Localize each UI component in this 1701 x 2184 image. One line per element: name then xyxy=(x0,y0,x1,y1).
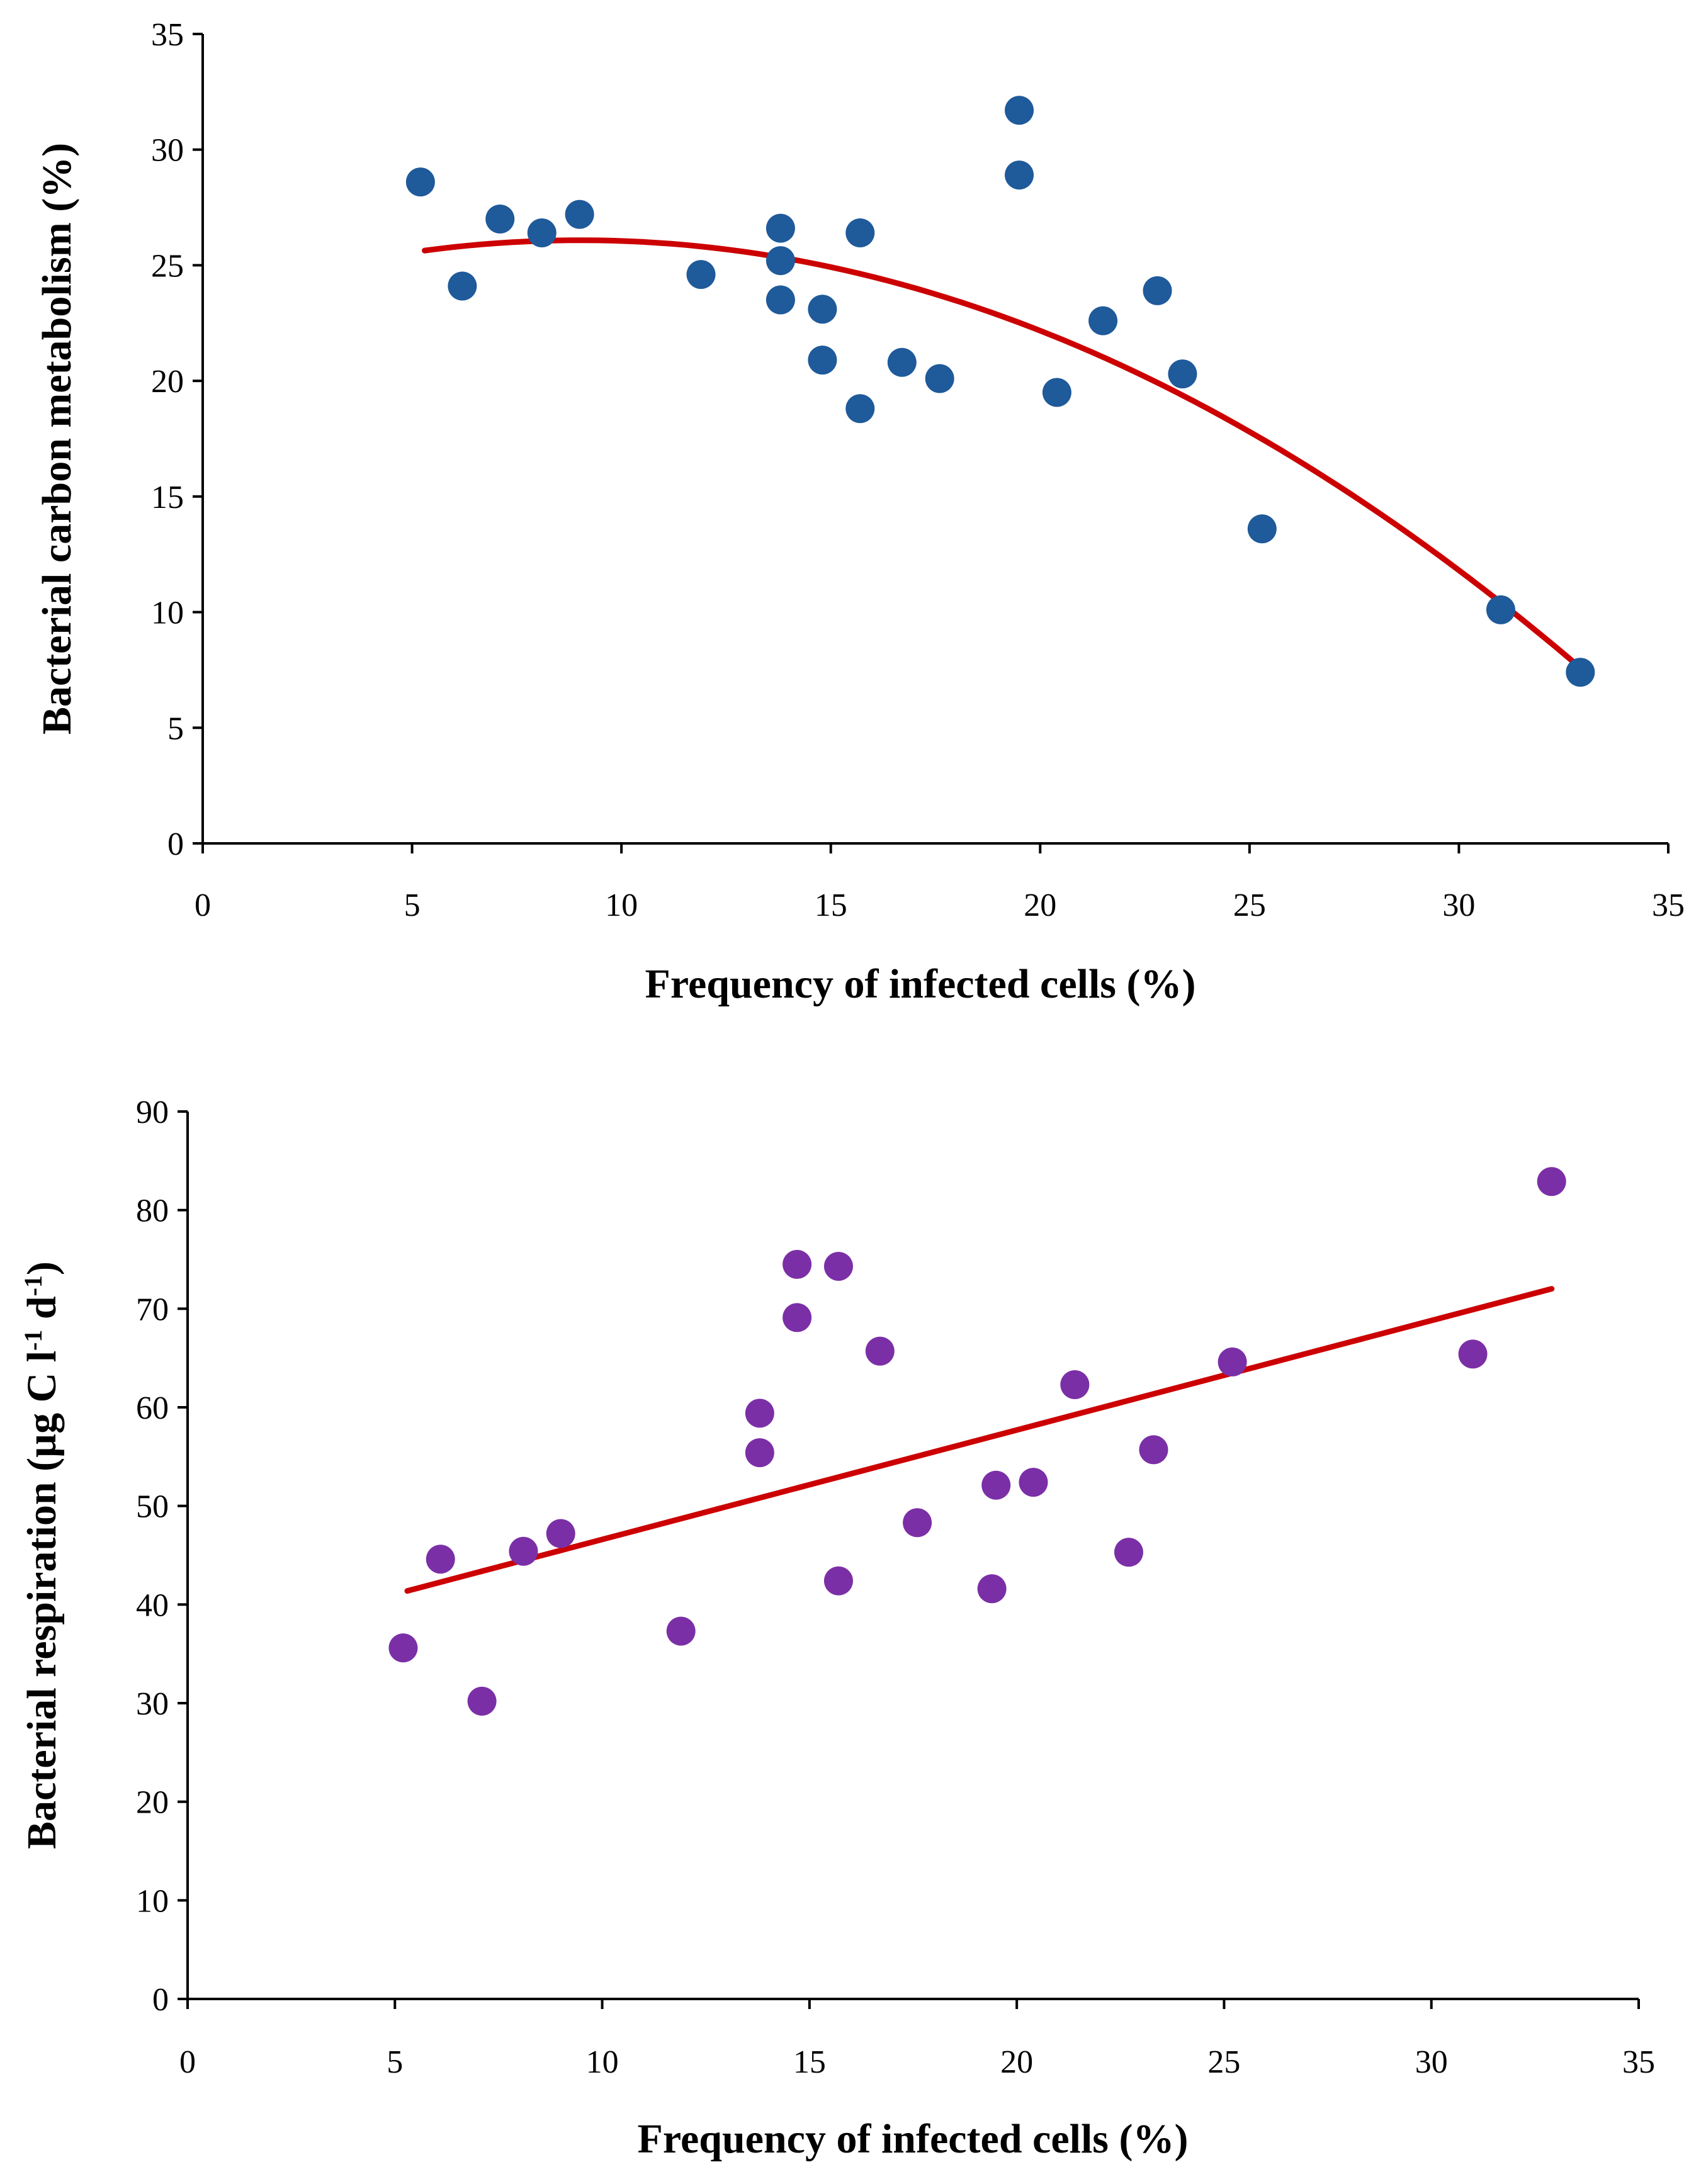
respiration-data-point xyxy=(745,1399,774,1428)
carbon-y-tick-label: 0 xyxy=(167,826,184,862)
carbon-data-point xyxy=(1042,378,1071,407)
respiration-data-point xyxy=(426,1545,455,1574)
carbon-y-tick-label: 10 xyxy=(151,595,184,631)
respiration-data-point xyxy=(467,1686,497,1716)
carbon-data-point xyxy=(766,213,795,243)
carbon-data-point xyxy=(1088,306,1118,335)
respiration-data-point xyxy=(1537,1167,1566,1196)
respiration-y-tick-label: 20 xyxy=(136,1785,169,1821)
carbon-y-tick-label: 15 xyxy=(151,480,184,515)
respiration-y-tick-label: 50 xyxy=(136,1489,169,1525)
respiration-data-point xyxy=(388,1633,418,1663)
carbon-x-axis-title: Frequency of infected cells (%) xyxy=(645,961,1196,1007)
carbon-data-point xyxy=(686,260,716,290)
respiration-ylabel-sup1: -1 xyxy=(19,1330,47,1351)
respiration-y-tick-label: 10 xyxy=(136,1883,169,1919)
respiration-y-axis-title: Bacterial respiration (µg C l-1 d-1) xyxy=(19,1261,65,1849)
carbon-data-point xyxy=(887,347,917,377)
respiration-y-tick-label: 70 xyxy=(136,1292,169,1327)
carbon-data-point xyxy=(448,271,477,301)
carbon-trend-line xyxy=(422,237,1588,675)
respiration-x-axis-title: Frequency of infected cells (%) xyxy=(638,2116,1189,2162)
carbon-chart: 0 5 10 15 20 25 30 35 0 5 10 15 20 25 30 35 Frequency o… xyxy=(34,17,1685,1007)
respiration-data-point xyxy=(509,1536,538,1566)
carbon-y-tick-label: 5 xyxy=(167,711,184,746)
respiration-data-point xyxy=(546,1519,575,1548)
carbon-y-tick-label: 30 xyxy=(151,133,184,169)
respiration-y-tick-label: 40 xyxy=(136,1587,169,1623)
carbon-y-axis-title: Bacterial carbon metabolism (%) xyxy=(34,143,80,735)
carbon-y-tick-label: 20 xyxy=(151,364,184,400)
respiration-data-point xyxy=(783,1249,812,1279)
carbon-x-tick-label: 35 xyxy=(1652,887,1685,923)
respiration-data-point xyxy=(1060,1370,1090,1399)
carbon-data-point xyxy=(766,246,795,276)
respiration-x-tick-label: 5 xyxy=(387,2044,403,2080)
respiration-ylabel-sup2: -1 xyxy=(19,1275,47,1296)
respiration-x-tick-label: 0 xyxy=(179,2044,196,2080)
carbon-x-tick-label: 15 xyxy=(815,887,847,923)
carbon-data-point xyxy=(1566,658,1595,687)
carbon-y-tick-label: 25 xyxy=(151,248,184,284)
respiration-x-tick-label: 20 xyxy=(1000,2044,1033,2080)
respiration-data-point xyxy=(977,1574,1007,1604)
respiration-data-point xyxy=(783,1303,812,1332)
carbon-x-tick-label: 20 xyxy=(1024,887,1056,923)
carbon-data-point xyxy=(565,200,594,229)
carbon-x-tick-label: 25 xyxy=(1233,887,1266,923)
respiration-x-tick-label: 25 xyxy=(1207,2044,1240,2080)
respiration-data-point xyxy=(823,1251,853,1281)
respiration-data-point xyxy=(823,1566,853,1596)
carbon-ticks: 0 5 10 15 20 25 30 35 0 5 10 15 20 25 30 35 xyxy=(151,17,1685,923)
carbon-data-point xyxy=(925,364,954,393)
respiration-points xyxy=(388,1167,1566,1716)
respiration-ylabel-main: Bacterial respiration (µg C l xyxy=(19,1351,65,1849)
carbon-data-point xyxy=(1005,160,1034,190)
respiration-data-point xyxy=(865,1336,895,1366)
respiration-y-tick-label: 80 xyxy=(136,1193,169,1229)
carbon-x-tick-label: 30 xyxy=(1442,887,1475,923)
carbon-points xyxy=(405,96,1595,687)
carbon-data-point xyxy=(845,394,875,424)
respiration-ticks: 0 5 10 15 20 25 30 35 0 10 20 30 40 50 60 70 80 90 xyxy=(136,1095,1655,2080)
respiration-ylabel-end: ) xyxy=(19,1261,65,1275)
carbon-data-point xyxy=(766,285,795,315)
carbon-data-point xyxy=(1168,359,1197,389)
respiration-x-tick-label: 15 xyxy=(793,2044,826,2080)
respiration-x-tick-label: 30 xyxy=(1415,2044,1448,2080)
respiration-data-point xyxy=(981,1470,1011,1500)
respiration-data-point xyxy=(666,1616,696,1646)
carbon-data-point xyxy=(845,218,875,247)
respiration-data-point xyxy=(1019,1468,1048,1497)
respiration-y-tick-label: 90 xyxy=(136,1095,169,1130)
respiration-ylabel-mid: d xyxy=(19,1296,65,1329)
respiration-data-point xyxy=(903,1508,932,1538)
carbon-data-point xyxy=(485,204,515,234)
respiration-data-point xyxy=(1139,1435,1168,1465)
carbon-data-point xyxy=(405,167,435,197)
carbon-data-point xyxy=(1486,595,1515,624)
respiration-x-tick-label: 10 xyxy=(586,2044,619,2080)
carbon-data-point xyxy=(1247,514,1277,544)
carbon-data-point xyxy=(808,346,837,375)
respiration-chart: 0 5 10 15 20 25 30 35 0 10 20 30 40 50 60 70 80 90 Freque… xyxy=(19,1095,1656,2162)
respiration-y-tick-label: 60 xyxy=(136,1390,169,1426)
respiration-data-point xyxy=(1114,1538,1143,1567)
respiration-x-tick-label: 35 xyxy=(1622,2044,1655,2080)
respiration-trend-line xyxy=(404,1286,1555,1594)
respiration-data-point xyxy=(1218,1347,1247,1376)
respiration-y-tick-label: 30 xyxy=(136,1686,169,1722)
respiration-data-point xyxy=(1458,1339,1488,1369)
carbon-data-point xyxy=(527,218,557,247)
carbon-y-tick-label: 35 xyxy=(151,17,184,53)
carbon-data-point xyxy=(1005,96,1034,125)
carbon-data-point xyxy=(1143,276,1172,305)
respiration-y-tick-label: 0 xyxy=(152,1982,169,2018)
carbon-x-tick-label: 0 xyxy=(195,887,211,923)
respiration-data-point xyxy=(745,1438,774,1468)
carbon-x-tick-label: 5 xyxy=(404,887,421,923)
carbon-x-tick-label: 10 xyxy=(605,887,638,923)
carbon-data-point xyxy=(808,295,837,324)
